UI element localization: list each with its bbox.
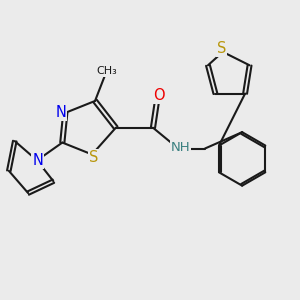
Text: S: S	[217, 41, 226, 56]
Text: NH: NH	[171, 141, 190, 154]
Text: CH₃: CH₃	[97, 66, 117, 76]
Text: S: S	[89, 150, 98, 165]
Text: N: N	[56, 105, 66, 120]
Text: N: N	[32, 153, 43, 168]
Text: O: O	[153, 88, 165, 103]
